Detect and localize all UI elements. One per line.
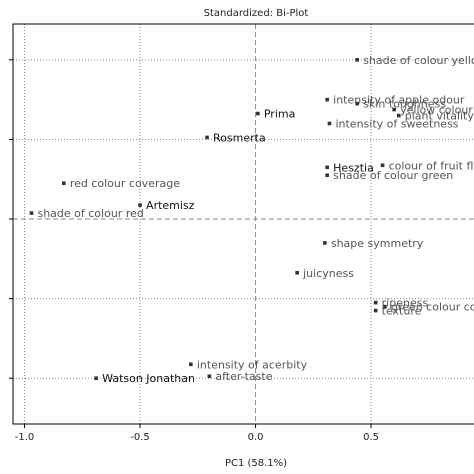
x-tick-label: 0.0: [248, 432, 264, 443]
point-marker: [383, 304, 387, 309]
biplot-point: green colour coverage: [383, 301, 474, 314]
point-marker: [325, 165, 329, 170]
variable-label: yellow colour coverage: [400, 104, 474, 117]
x-axis-label: PC1 (58.1%): [225, 458, 287, 469]
biplot-point: red colour coverage: [62, 177, 180, 190]
biplot-point: shade of colour yellow: [355, 54, 474, 67]
object-label: Rosmerta: [213, 131, 266, 144]
point-marker: [189, 362, 193, 367]
variable-label: ripeness: [382, 297, 429, 310]
variable-label: green colour coverage: [391, 301, 474, 314]
biplot-point: shape symmetry: [323, 237, 424, 250]
biplot-point: Rosmerta: [205, 131, 266, 144]
variable-label: shade of colour red: [37, 207, 143, 220]
biplot-point: skin toughness: [355, 98, 446, 111]
point-marker: [355, 58, 359, 62]
point-marker: [380, 163, 385, 168]
biplot-point: Artemisz: [138, 199, 195, 212]
object-label: Watson Jonathan: [102, 372, 195, 385]
biplot-point: after-taste: [207, 370, 273, 383]
point-marker: [325, 173, 329, 178]
biplot-point: plant vitality: [396, 110, 474, 123]
point-marker: [392, 107, 396, 112]
biplot-point: shade of colour green: [325, 169, 453, 182]
point-marker: [207, 374, 212, 379]
variable-label: intensity of sweetness: [335, 118, 458, 131]
point-marker: [256, 111, 260, 116]
variable-label: intensity of apple odour: [333, 94, 465, 107]
x-tick-label: -1.0: [15, 432, 35, 443]
biplot-point: juicyness: [295, 267, 354, 280]
object-label: Hesztia: [333, 161, 374, 174]
biplot-point: Hesztia: [325, 161, 374, 174]
variable-label: shade of colour yellow: [363, 54, 474, 67]
variable-label: after-taste: [215, 370, 272, 383]
biplot-point: yellow colour coverage: [392, 104, 474, 117]
point-marker: [396, 113, 401, 118]
axis-ticks: -1.0 -0.5 0.0 0.5: [9, 59, 379, 443]
point-marker: [355, 101, 359, 106]
point-marker: [373, 308, 378, 313]
point-marker: [325, 97, 329, 102]
point-marker: [323, 241, 327, 245]
data-points: shade of colour yellow intensity of apple…: [29, 54, 474, 385]
variable-label: plant vitality: [405, 110, 474, 123]
biplot-point: Prima: [256, 108, 295, 121]
biplot-point: shade of colour red: [29, 207, 144, 220]
point-marker: [62, 181, 66, 186]
biplot-point: Watson Jonathan: [94, 372, 195, 385]
biplot-point: texture: [373, 305, 422, 318]
variable-label: juicyness: [302, 267, 354, 280]
variable-label: red colour coverage: [70, 177, 180, 190]
chart-title: Standardized: Bi-Plot: [204, 8, 309, 19]
point-marker: [373, 300, 378, 305]
point-marker: [138, 203, 142, 207]
x-tick-label: 0.5: [363, 432, 379, 443]
variable-label: intensity of acerbity: [197, 358, 308, 371]
variable-label: shape symmetry: [331, 237, 424, 250]
biplot-point: intensity of acerbity: [189, 358, 308, 371]
point-marker: [94, 376, 98, 381]
point-marker: [205, 135, 209, 140]
point-marker: [29, 211, 34, 215]
variable-label: skin toughness: [363, 98, 446, 111]
plot-frame: [12, 23, 474, 425]
object-label: Artemisz: [146, 199, 195, 212]
variable-label: colour of fruit flesh: [389, 159, 474, 172]
point-marker: [327, 121, 332, 126]
object-label: Prima: [264, 108, 295, 121]
biplot-point: intensity of apple odour: [325, 94, 465, 107]
variable-label: shade of colour green: [333, 169, 453, 182]
x-tick-label: -0.5: [130, 432, 150, 443]
point-marker: [295, 270, 299, 275]
grid-lines: [13, 24, 474, 424]
biplot-point: intensity of sweetness: [327, 118, 459, 131]
biplot-point: ripeness: [373, 297, 429, 310]
variable-label: texture: [382, 305, 422, 318]
biplot-point: colour of fruit flesh: [380, 159, 474, 172]
